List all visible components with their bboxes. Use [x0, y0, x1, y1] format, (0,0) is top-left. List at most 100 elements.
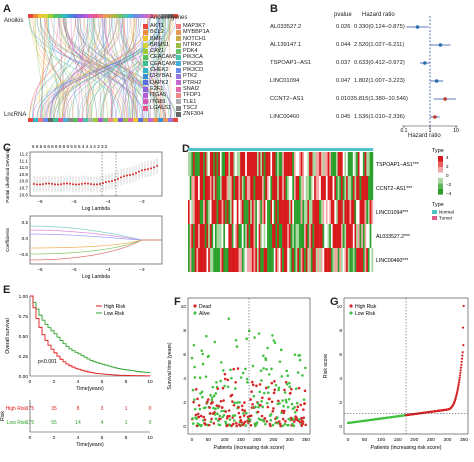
sankey-flow — [38, 17, 48, 119]
heatmap-cell — [258, 152, 261, 176]
sankey-top-segment — [38, 14, 43, 18]
x-tick-label: −6 — [37, 267, 43, 272]
heatmap-cell — [310, 176, 313, 200]
alive-point — [272, 339, 276, 342]
risk-count: 14 — [75, 420, 81, 426]
dead-point — [240, 404, 244, 408]
heatmap-cell — [332, 224, 335, 248]
alive-point — [200, 390, 204, 394]
dead-point — [208, 406, 211, 409]
dead-point — [264, 386, 268, 390]
heatmap-cell — [337, 224, 340, 248]
gene-legend-item: AKT1 — [143, 23, 177, 29]
alive-point — [267, 373, 271, 376]
sankey-flow — [134, 17, 172, 119]
heatmap-cell — [356, 176, 359, 200]
heatmap-cell — [366, 176, 369, 200]
heatmap-cell — [225, 224, 227, 248]
alive-point — [244, 424, 248, 427]
risk-count: 0 — [149, 406, 152, 412]
heatmap-cell — [290, 152, 293, 176]
alive-point — [210, 396, 214, 399]
heatmap-cell — [354, 248, 357, 272]
heatmap-cell — [240, 224, 243, 248]
x-tick-label: 300 — [286, 437, 294, 443]
alive-point — [271, 334, 274, 337]
heatmap-cell — [277, 152, 280, 176]
heatmap-cell — [216, 152, 219, 176]
heatmap-cell — [285, 152, 288, 176]
heatmap-cell — [194, 224, 197, 248]
x-tick-label: 1 — [429, 128, 432, 132]
heatmap-cell — [206, 152, 209, 176]
sankey-bottom-segment — [38, 118, 43, 122]
heatmap-cell — [256, 152, 259, 176]
gene-legend-item: CHEK2 — [143, 67, 177, 73]
dead-point — [259, 403, 262, 407]
heatmap-cell — [265, 224, 268, 248]
heatmap-cell — [324, 224, 327, 248]
heatmap-cell — [362, 200, 365, 224]
gene-legend-item: PDK4 — [176, 48, 209, 54]
alive-point — [260, 399, 264, 403]
heatmap-cell — [235, 176, 237, 200]
alive-point — [265, 368, 268, 371]
heatmap-cell — [198, 176, 200, 200]
dead-point — [277, 399, 280, 403]
panel-f: F 10 8 6 4 2 0 0 50 100 150 200 250 300 350 Patients (… — [160, 282, 316, 462]
alive-point — [218, 414, 221, 418]
y-tick-label: −0.5 — [19, 252, 29, 257]
x-tick-label: 2 — [53, 379, 56, 385]
heatmap-cell — [346, 224, 348, 248]
sankey-bottom-segment — [68, 118, 73, 122]
sankey-flow — [155, 17, 164, 119]
hr-point — [423, 61, 427, 65]
gene-color-swatch — [176, 86, 181, 92]
heatmap-cell — [287, 152, 290, 176]
heatmap-cell — [309, 248, 311, 272]
heatmap-cell — [238, 200, 241, 224]
heatmap-cell — [209, 176, 212, 200]
legend-low-marker — [349, 311, 353, 315]
alive-point — [276, 422, 280, 425]
heatmap-cell — [265, 176, 268, 200]
type-bar-cell — [332, 148, 335, 151]
heatmap-cell — [265, 152, 268, 176]
heatmap-cell — [329, 248, 332, 272]
heatmap-cell — [245, 176, 248, 200]
heatmap-cell — [292, 248, 295, 272]
gene-color-swatch — [176, 42, 181, 48]
heatmap-cell — [245, 248, 248, 272]
sankey-flow — [132, 17, 170, 119]
alive-point — [259, 369, 263, 373]
heatmap-cell — [287, 200, 290, 224]
heatmap-cell — [319, 200, 322, 224]
heatmap-cell — [258, 176, 261, 200]
gene-name: TSC2 — [183, 104, 198, 111]
heatmap-cell — [233, 200, 236, 224]
heatmap-cell — [285, 248, 288, 272]
type-bar-cell — [243, 148, 246, 151]
dead-point — [204, 423, 207, 426]
heatmap-cell — [243, 248, 246, 272]
type-bar-cell — [216, 148, 219, 151]
heatmap-cell — [307, 200, 310, 224]
heatmap-cell — [218, 248, 221, 272]
heatmap-cell — [352, 224, 355, 248]
heatmap-cell — [356, 200, 359, 224]
heatmap-cell — [314, 200, 317, 224]
dead-point — [236, 367, 240, 370]
dead-point — [268, 397, 271, 401]
forest-gene-name: TSPOAP1−AS1 — [270, 60, 312, 66]
heatmap-cell — [349, 248, 352, 272]
heatmap-cell — [277, 200, 280, 224]
heatmap-cell — [330, 152, 333, 176]
heatmap-cell — [349, 152, 352, 176]
sankey-top-segment — [103, 14, 108, 18]
alive-point — [251, 364, 255, 368]
dead-point — [208, 411, 212, 415]
dead-point — [301, 422, 305, 426]
heatmap-cell — [283, 176, 286, 200]
sankey-flow — [102, 17, 152, 119]
heatmap-cell — [219, 176, 222, 200]
